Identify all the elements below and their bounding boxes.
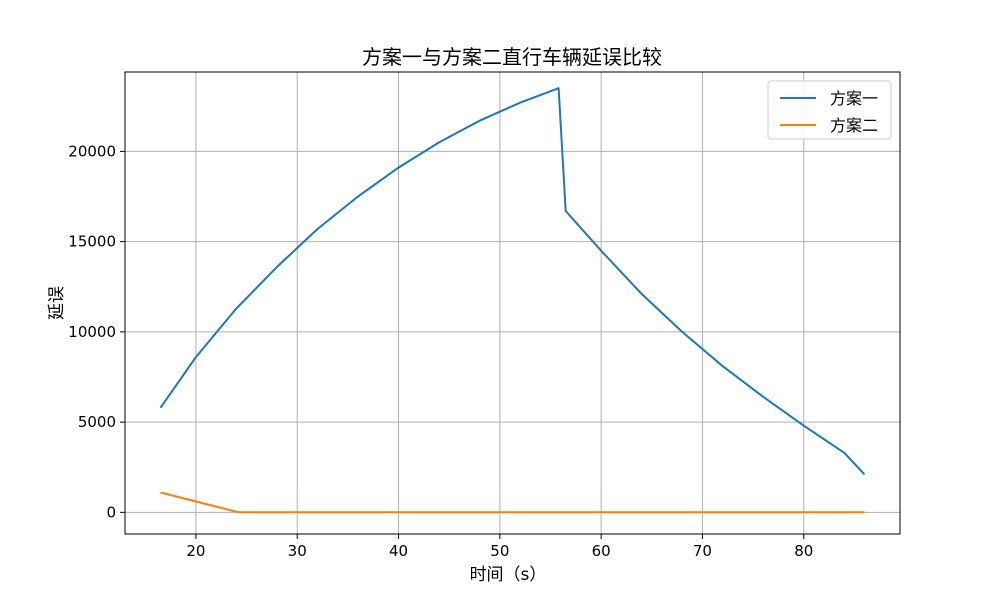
x-tick-label: 30 [288,542,307,560]
x-tick-label: 20 [186,542,205,560]
x-axis-label: 时间（s） [470,565,547,585]
x-tick-label: 50 [490,542,509,560]
x-tick-label: 60 [592,542,611,560]
chart-title: 方案一与方案二直行车辆延误比较 [362,45,662,69]
y-tick-label: 10000 [68,323,116,341]
series-line-1 [159,87,866,476]
series-layer [159,87,866,514]
x-tick-label: 70 [693,542,712,560]
x-tick-label: 40 [389,542,408,560]
y-tick-label: 0 [106,503,116,521]
y-tick-label: 20000 [68,142,116,160]
plot-frame [124,71,901,535]
y-tick-label: 5000 [78,413,116,431]
x-axis: 20 30 40 50 60 70 80 [186,534,813,560]
legend-label-2: 方案二 [830,116,878,135]
legend-label-1: 方案一 [830,89,878,108]
series-line-2 [160,491,865,514]
y-axis-label: 延误 [47,286,67,320]
y-tick-label: 15000 [68,233,116,251]
y-axis: 0 5000 10000 15000 20000 [68,142,125,521]
x-tick-label: 80 [794,542,813,560]
